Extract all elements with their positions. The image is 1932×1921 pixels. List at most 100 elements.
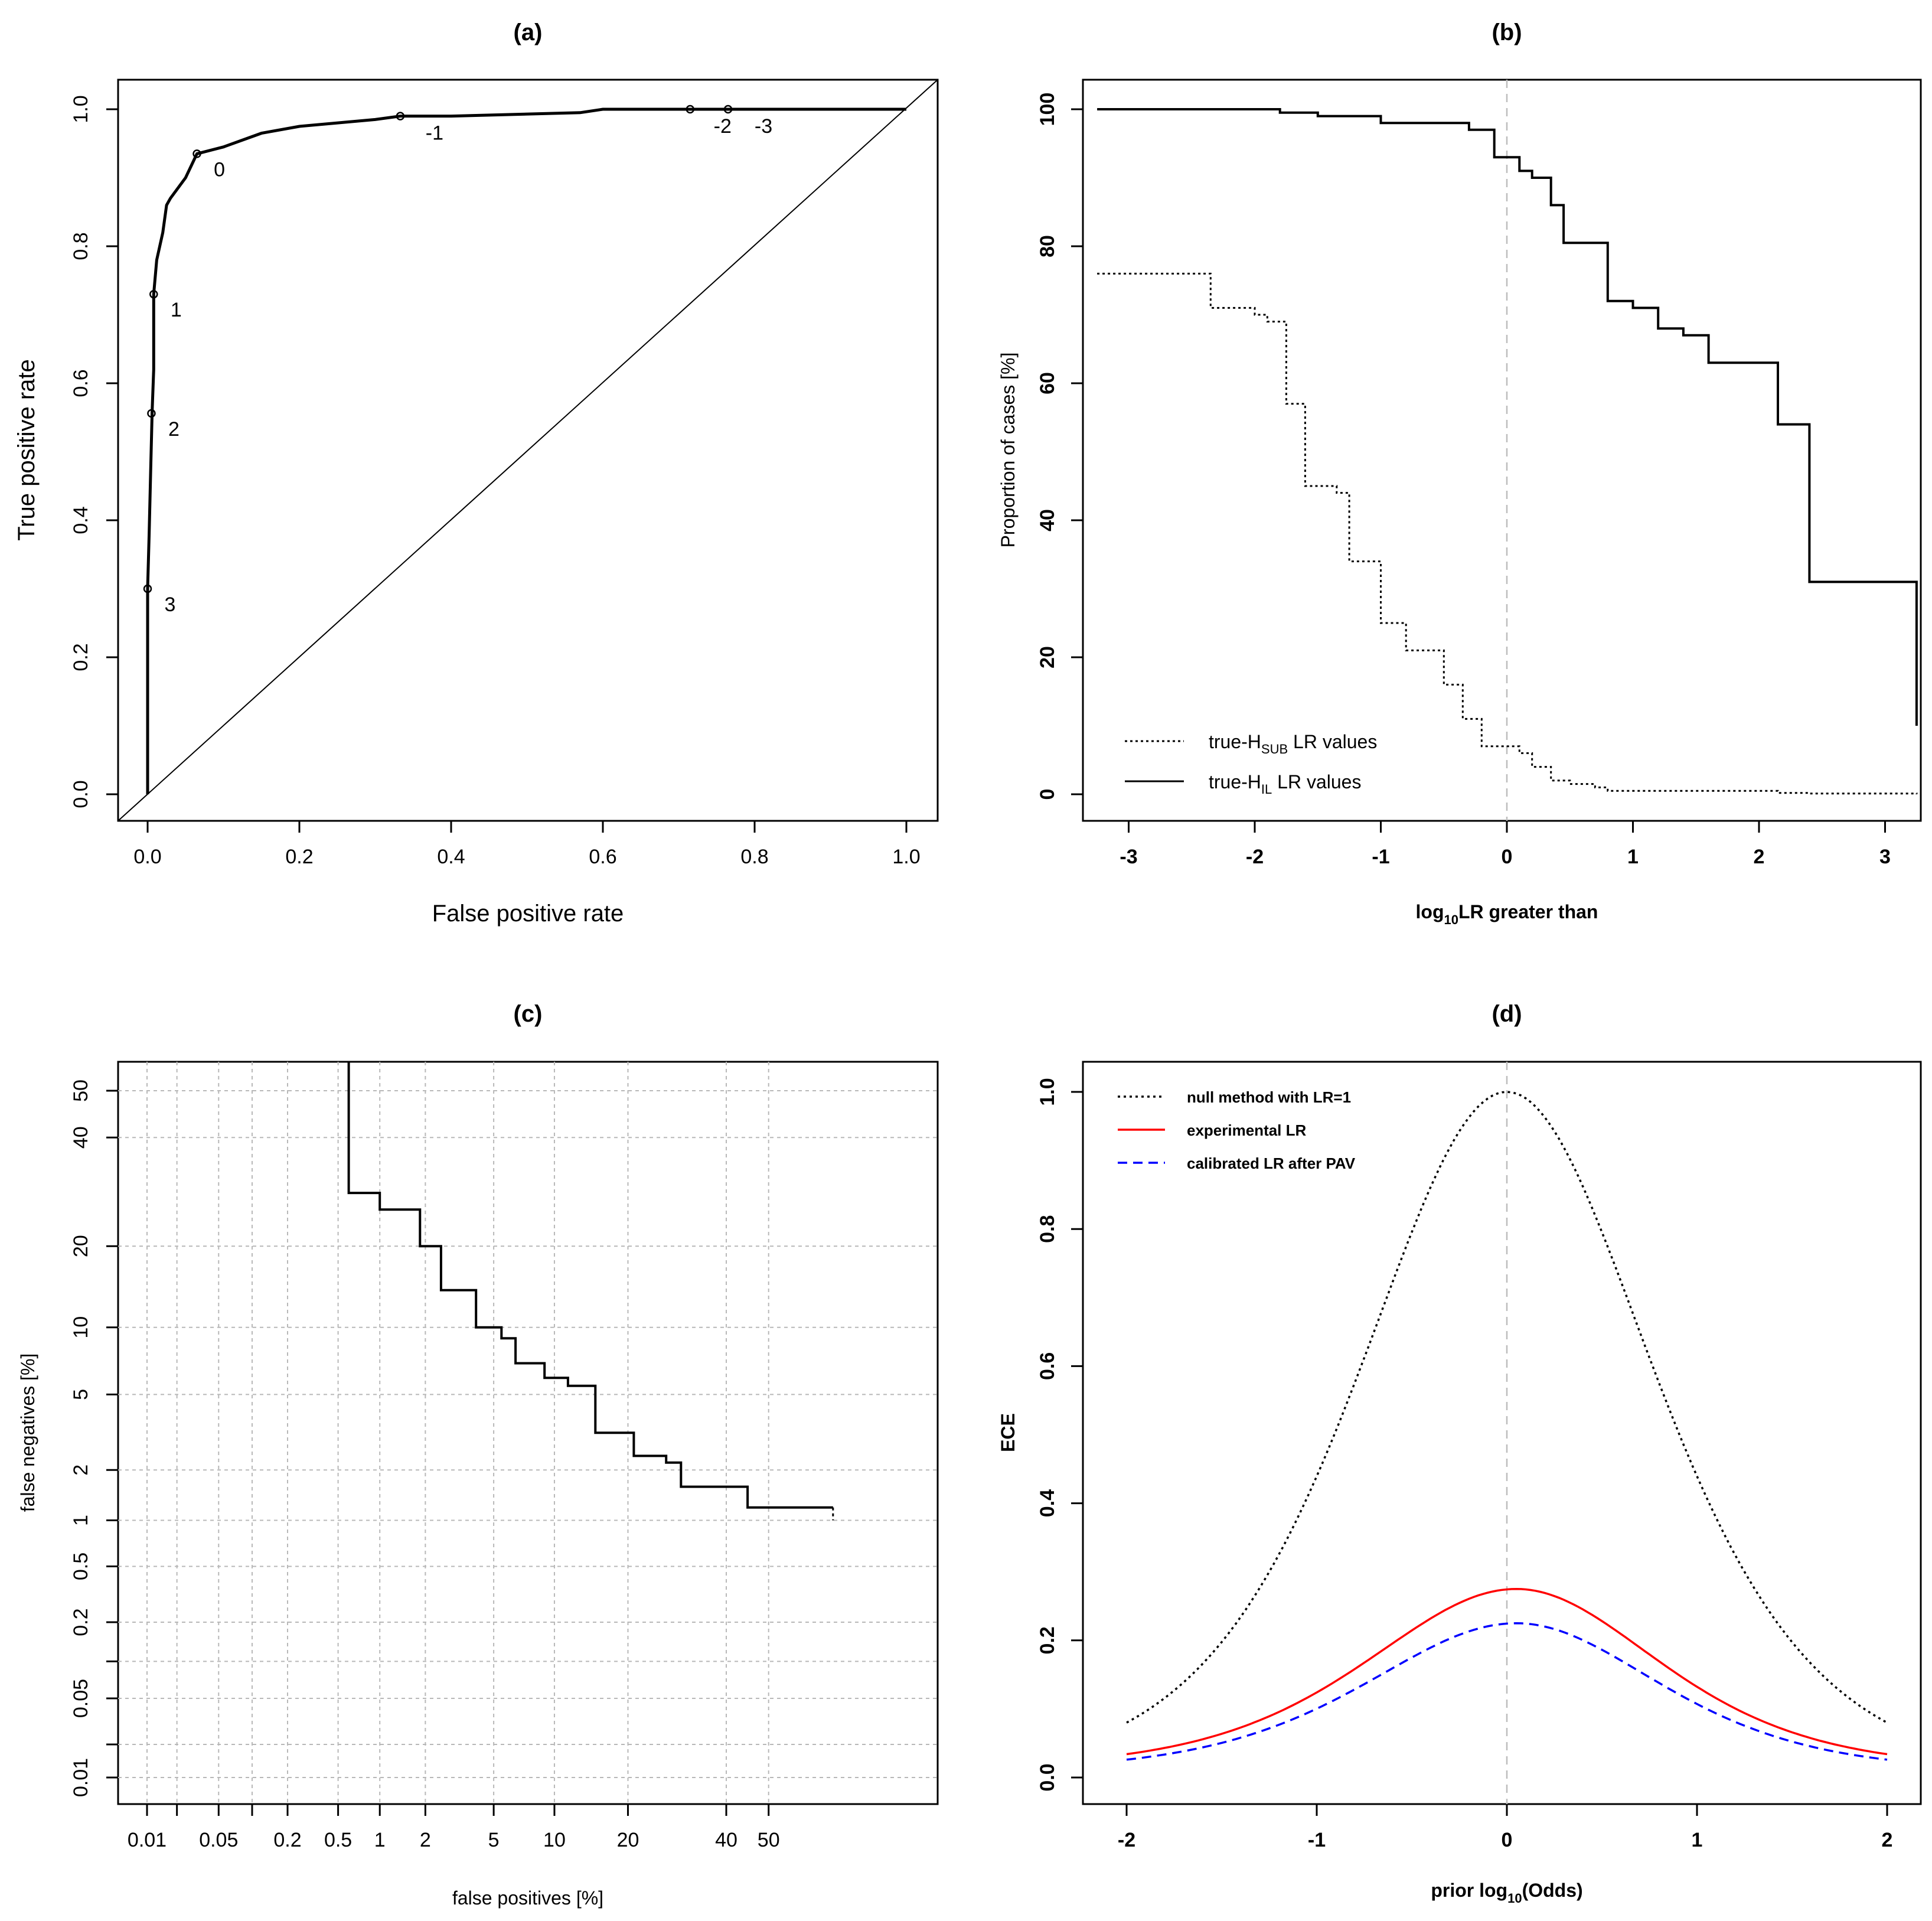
panel-b-tippett-chart: (b) -3 -2 -1 0 1 2 3 0 20 40 60 80 100 log10LR greater… [997, 19, 1922, 927]
y-tick-label: 2 [70, 1465, 92, 1476]
y-axis-label: Proportion of cases [%] [997, 353, 1019, 548]
hil-step-line [1097, 108, 1918, 726]
y-tick-label: 40 [70, 1126, 92, 1149]
y-tick-label: 40 [1036, 509, 1059, 531]
x-tick-label: 0.01 [128, 1829, 167, 1851]
x-tick-label: 0.2 [273, 1829, 301, 1851]
panel-a-roc-chart: (a) 0.0 0.2 0.4 0.6 0.8 1.0 0.0 0.2 0.4 0.6 0.8 1.0 F… [14, 19, 939, 927]
x-tick-label: -1 [1372, 846, 1389, 868]
y-tick-label: 80 [1036, 235, 1059, 257]
x-axis-label-rest: LR greater than [1458, 901, 1598, 922]
chart-title: (b) [1492, 19, 1522, 45]
y-axis-label: True positive rate [14, 359, 40, 541]
plot-frame [117, 1061, 939, 1805]
chart-title: (d) [1492, 1001, 1522, 1027]
roc-curve-line [146, 107, 906, 794]
x-tick-label: 0.0 [133, 846, 161, 868]
roc-point-marker [396, 112, 405, 120]
roc-point-label: 3 [165, 593, 176, 616]
roc-point-label: 2 [168, 418, 180, 441]
y-tick-label: 60 [1036, 372, 1059, 394]
x-tick-label: 0.8 [740, 846, 768, 868]
panel-c-det-chart: (c) 0.01 0.05 0.2 0.5 1 2 5 10 20 40 50 0.01 0.05 0.2 0… [17, 1001, 939, 1909]
x-tick-label: 0 [1502, 846, 1513, 868]
x-tick-label: 0.2 [285, 846, 313, 868]
x-tick-label: 1 [1692, 1829, 1703, 1851]
x-tick-label: -2 [1246, 846, 1264, 868]
x-tick-label: 0.5 [324, 1829, 352, 1851]
y-tick-label: 0.0 [70, 780, 92, 808]
y-tick-label: 1.0 [70, 95, 92, 123]
y-tick-label: 100 [1036, 93, 1059, 126]
y-tick-label: 0.6 [70, 369, 92, 397]
x-tick-label: 2 [420, 1829, 431, 1851]
plot-frame [1082, 1061, 1922, 1805]
x-tick-label: 0.4 [437, 846, 465, 868]
x-tick-label: 40 [715, 1829, 737, 1851]
y-tick-label: 20 [70, 1235, 92, 1257]
x-axis-label: false positives [%] [452, 1887, 603, 1909]
x-axis-label-subscript: 10 [1507, 1891, 1522, 1906]
x-tick-label: -1 [1308, 1829, 1326, 1851]
y-tick-label: 1 [70, 1515, 92, 1526]
null-method-curve [1126, 1091, 1888, 1724]
plot-frame [1082, 79, 1922, 822]
roc-point-marker [149, 289, 158, 299]
y-tick-label: 0.01 [70, 1758, 92, 1797]
det-step-line [347, 1062, 833, 1509]
y-tick-label: 0.0 [1036, 1763, 1059, 1791]
x-axis-label: prior log10(Odds) [1431, 1880, 1582, 1906]
legend-label-subscript: SUB [1261, 742, 1288, 756]
x-axis-label: False positive rate [432, 901, 624, 927]
x-tick-label: 2 [1754, 846, 1765, 868]
roc-point-label: -2 [714, 115, 732, 138]
panel-d-ece-chart: (d) -2 -1 0 1 2 0.0 0.2 0.4 0.6 0.8 1.0 prior log10(… [997, 1001, 1922, 1906]
legend-label: null method with LR=1 [1187, 1088, 1351, 1106]
roc-point-marker [192, 149, 201, 158]
roc-point-marker [723, 105, 733, 114]
roc-point-marker [143, 584, 152, 593]
x-tick-label: 3 [1879, 846, 1891, 868]
legend-label: calibrated LR after PAV [1187, 1154, 1356, 1172]
hsub-step-line [1097, 272, 1918, 795]
legend-label-rest: LR values [1288, 731, 1377, 752]
roc-point-label: -3 [755, 115, 772, 138]
y-tick-label: 10 [70, 1316, 92, 1339]
y-tick-label: 0.2 [70, 1608, 92, 1636]
chart-title: (c) [514, 1001, 543, 1027]
y-tick-label: 0.8 [1036, 1215, 1059, 1243]
x-tick-label: 0 [1502, 1829, 1513, 1851]
legend-label-subscript: IL [1261, 782, 1272, 797]
x-tick-label: 1.0 [892, 846, 920, 868]
roc-point-marker [686, 105, 695, 114]
y-tick-label: 0.4 [1036, 1489, 1059, 1517]
x-tick-label: 2 [1882, 1829, 1893, 1851]
calibrated-lr-curve [1126, 1622, 1888, 1761]
roc-point-label: -1 [426, 122, 443, 145]
x-tick-label: 10 [543, 1829, 566, 1851]
y-tick-label: 20 [1036, 646, 1059, 668]
y-tick-label: 0.5 [70, 1553, 92, 1580]
x-tick-label: 1 [374, 1829, 386, 1851]
y-axis-label: false negatives [%] [17, 1353, 38, 1512]
y-tick-label: 50 [70, 1079, 92, 1102]
x-tick-label: -2 [1118, 1829, 1135, 1851]
roc-point-label: 0 [214, 158, 225, 181]
y-tick-label: 0.4 [70, 506, 92, 534]
legend-label: true-HIL LR values [1209, 771, 1361, 797]
legend-label: experimental LR [1187, 1121, 1307, 1139]
experimental-lr-curve [1126, 1587, 1888, 1756]
y-tick-label: 0 [1036, 789, 1059, 800]
y-axis-label: ECE [997, 1413, 1019, 1452]
x-tick-label: 20 [617, 1829, 639, 1851]
legend-label-main: true-H [1209, 731, 1261, 752]
x-tick-label: -3 [1120, 846, 1137, 868]
y-tick-label: 0.6 [1036, 1352, 1059, 1380]
legend-label-main: true-H [1209, 771, 1261, 792]
y-tick-label: 1.0 [1036, 1078, 1059, 1105]
x-axis-label: log10LR greater than [1416, 901, 1598, 927]
plot-frame [117, 79, 939, 822]
x-axis-label-rest: (Odds) [1522, 1880, 1583, 1901]
y-tick-label: 0.2 [70, 643, 92, 671]
